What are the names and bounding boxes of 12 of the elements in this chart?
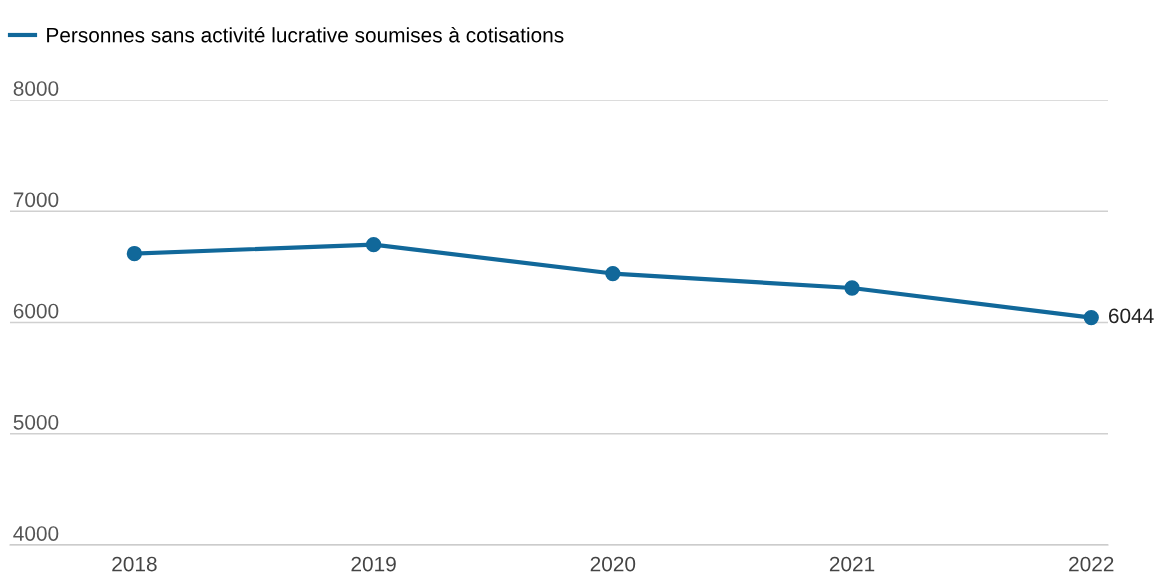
y-tick-label: 8000 <box>13 81 59 96</box>
x-tick-label: 2022 <box>1069 556 1114 572</box>
x-tick-label: 2020 <box>590 556 636 572</box>
x-tick-label: 2019 <box>351 556 396 572</box>
legend-label: Personnes sans activité lucrative soumises à cotisations <box>47 26 564 43</box>
x-tick-label: 2021 <box>829 556 875 572</box>
y-tick-label: 4000 <box>13 526 59 541</box>
y-tick-label: 5000 <box>13 414 59 430</box>
x-tick-label: 2018 <box>112 556 157 572</box>
data-label: 6044 <box>1108 308 1154 324</box>
y-tick-label: 7000 <box>13 192 59 208</box>
y-tick-label: 6000 <box>13 303 59 319</box>
